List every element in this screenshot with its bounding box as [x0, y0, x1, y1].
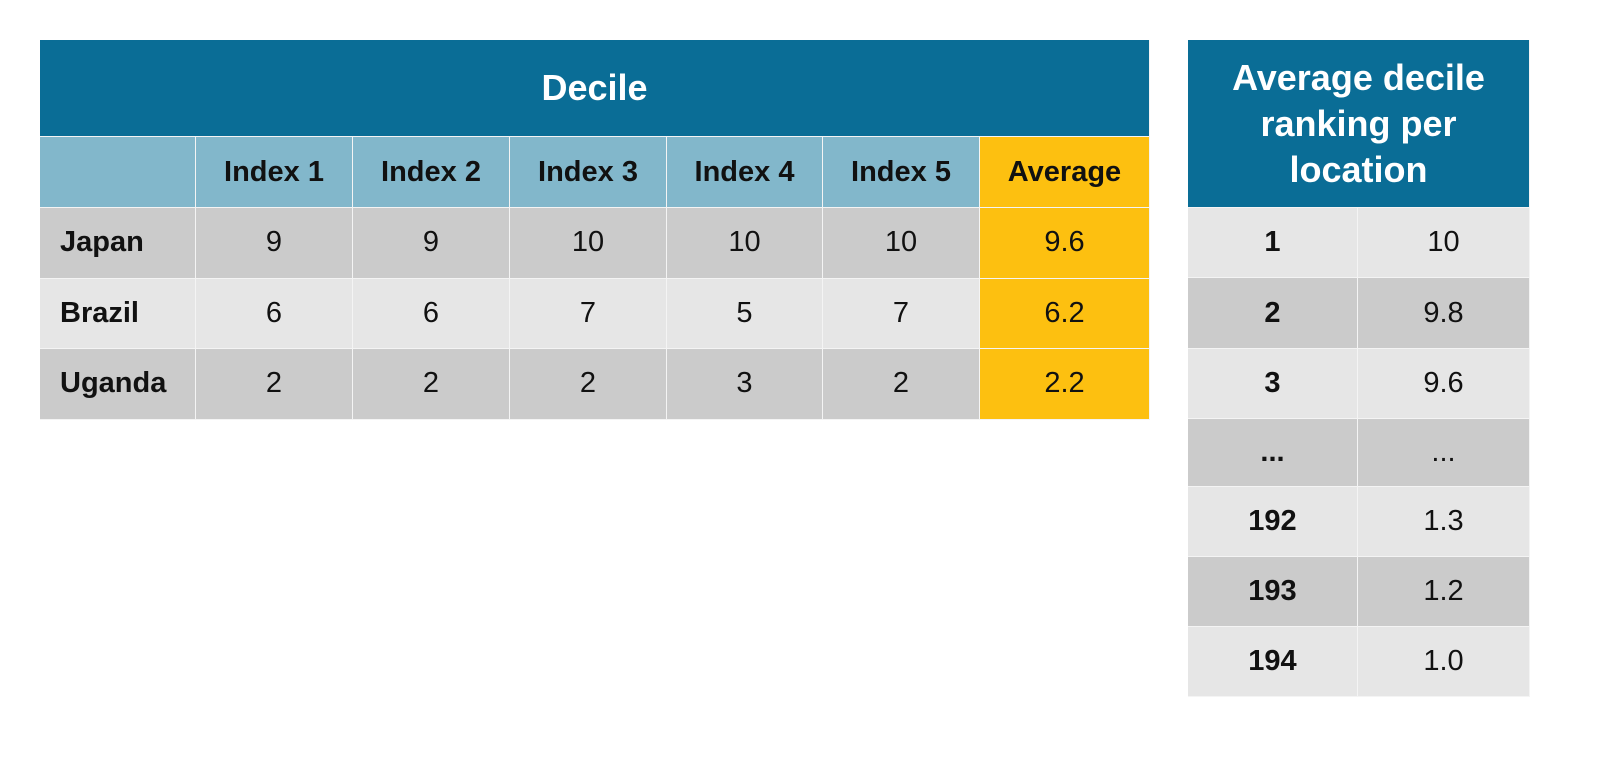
table-cell: 2 — [353, 349, 510, 420]
value-cell: ... — [1358, 419, 1530, 487]
table-title: Decile — [40, 40, 1150, 137]
table-cell: 5 — [667, 278, 823, 349]
rank-cell: 1 — [1188, 208, 1358, 278]
column-header: Index 2 — [353, 137, 510, 208]
table-cell: 6.2 — [980, 278, 1150, 349]
table-cell: 10 — [510, 208, 667, 279]
row-label: Uganda — [40, 349, 196, 420]
column-header: Index 5 — [823, 137, 980, 208]
table-cell: 2.2 — [980, 349, 1150, 420]
value-cell: 10 — [1358, 208, 1530, 278]
value-cell: 9.8 — [1358, 278, 1530, 349]
value-cell: 9.6 — [1358, 349, 1530, 419]
table-cell: 2 — [510, 349, 667, 420]
table-cell: 9 — [196, 208, 353, 279]
table-title: Average decile ranking per location — [1188, 40, 1530, 208]
table-cell: 6 — [353, 278, 510, 349]
table-cell: 3 — [667, 349, 823, 420]
table-cell: 9.6 — [980, 208, 1150, 279]
column-header: Average — [980, 137, 1150, 208]
rank-cell: 3 — [1188, 349, 1358, 419]
rank-cell: 192 — [1188, 487, 1358, 557]
value-cell: 1.2 — [1358, 557, 1530, 627]
rank-cell: 2 — [1188, 278, 1358, 349]
table-cell: 10 — [823, 208, 980, 279]
column-header: Index 4 — [667, 137, 823, 208]
table-cell: 2 — [823, 349, 980, 420]
table-cell: 2 — [196, 349, 353, 420]
table-cell: 7 — [510, 278, 667, 349]
row-label: Brazil — [40, 278, 196, 349]
header-corner — [40, 137, 196, 208]
value-cell: 1.3 — [1358, 487, 1530, 557]
table-cell: 10 — [667, 208, 823, 279]
rank-cell: 194 — [1188, 627, 1358, 697]
column-header: Index 3 — [510, 137, 667, 208]
rank-cell: 193 — [1188, 557, 1358, 627]
row-label: Japan — [40, 208, 196, 279]
value-cell: 1.0 — [1358, 627, 1530, 697]
column-header: Index 1 — [196, 137, 353, 208]
table-cell: 9 — [353, 208, 510, 279]
table-cell: 7 — [823, 278, 980, 349]
table-cell: 6 — [196, 278, 353, 349]
rank-cell: ... — [1188, 419, 1358, 487]
